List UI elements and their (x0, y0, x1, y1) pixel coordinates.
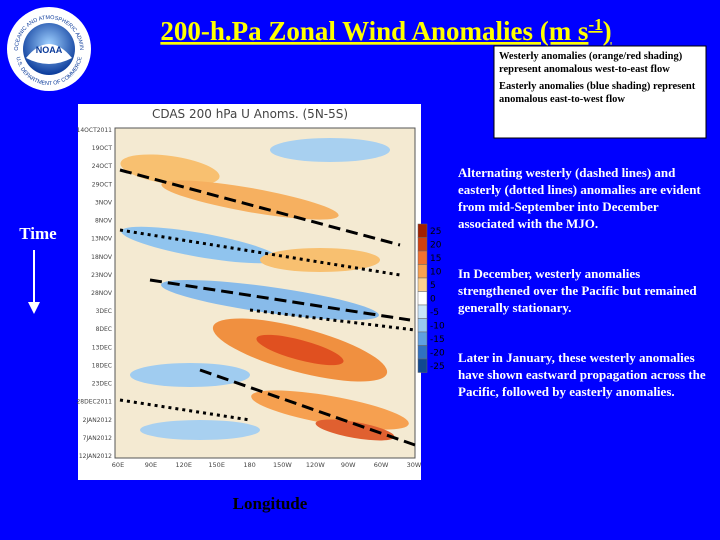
note-line: Alternating westerly (dashed lines) and (458, 165, 676, 180)
colorbar-label: -10 (430, 322, 445, 332)
colorbar-swatch (417, 345, 428, 360)
colorbar-swatch (417, 264, 428, 279)
date-label: 8DEC (96, 326, 112, 333)
time-arrow-head (28, 302, 40, 314)
date-label: 7JAN2012 (83, 435, 113, 442)
date-label: 14OCT2011 (77, 127, 113, 134)
colorbar-label: -5 (430, 308, 439, 318)
date-label: 28NOV (91, 290, 113, 297)
legend-text-line: anomalous east-to-west flow (499, 94, 625, 105)
colorbar-swatch (417, 318, 428, 333)
colorbar-label: 5 (430, 281, 436, 291)
legend-text: Westerly anomalies (orange/red shading) r… (499, 51, 683, 75)
longitude-label: 120E (176, 461, 193, 469)
note-line: easterly (dotted lines) anomalies are ev… (458, 182, 701, 197)
note-line: from mid-September into December (458, 199, 659, 214)
note: In December, westerly anomalies strengthe… (458, 266, 697, 315)
logo-name: NOAA (36, 45, 63, 55)
date-label: 3NOV (95, 199, 113, 206)
mjo-lines (119, 168, 416, 447)
longitude-label: 90E (145, 461, 157, 469)
x-axis-label: Longitude (233, 494, 308, 513)
legend-text-line: Easterly anomalies (blue shading) repres… (499, 81, 696, 92)
colorbar-swatch (417, 223, 428, 238)
date-label: 13DEC (92, 344, 112, 351)
note-line: associated with the MJO. (458, 216, 598, 231)
note-line: generally stationary. (458, 300, 571, 315)
date-label: 3DEC (96, 308, 112, 315)
noaa-logo: NOAA NATIONAL OCEANIC AND ATMOSPHERIC AD… (0, 0, 91, 91)
colorbar-swatch (417, 358, 428, 373)
date-label: 29OCT (92, 181, 113, 188)
anomaly-field (115, 128, 415, 458)
colorbar-label: -25 (430, 362, 445, 372)
note-line: Pacific, followed by easterly anomalies. (458, 384, 675, 399)
date-label: 18NOV (91, 254, 113, 261)
note-line: strengthened over the Pacific but remain… (458, 283, 697, 298)
colorbar-swatch (417, 250, 428, 265)
date-label: 8NOV (95, 218, 113, 225)
hovmoller-plot: CDAS 200 hPa U Anoms. (5N-5S) 25 20 15 10 (76, 104, 445, 480)
date-label: 19OCT (92, 145, 113, 152)
date-label: 13NOV (91, 236, 113, 243)
date-label: 12JAN2012 (79, 453, 112, 460)
colorbar-label: 25 (430, 227, 441, 237)
date-label: 2JAN2012 (83, 417, 113, 424)
note-line: In December, westerly anomalies (458, 266, 640, 281)
title: 200-h.Pa Zonal Wind Anomalies (m s-1) (160, 15, 611, 46)
legend-text-line: represent anomalous west-to-east flow (499, 64, 670, 75)
plot-frame (114, 127, 416, 459)
date-label: 23DEC (92, 381, 112, 388)
colorbar-label: 0 (430, 295, 436, 305)
y-axis-label: Time (19, 224, 57, 243)
colorbar-swatch (417, 331, 428, 346)
longitude-label: 60E (112, 461, 124, 469)
longitude-label: 120W (306, 461, 325, 469)
legend-text: Easterly anomalies (blue shading) repres… (499, 81, 696, 105)
note-line: have shown eastward propagation across t… (458, 367, 706, 382)
colorbar-label: 15 (430, 254, 441, 264)
longitude-label: 150E (208, 461, 225, 469)
colorbar-swatch (417, 237, 428, 252)
longitude-label: 60W (374, 461, 389, 469)
longitude-label: 90W (341, 461, 356, 469)
colorbar-swatch (417, 291, 428, 306)
plot-title: CDAS 200 hPa U Anoms. (5N-5S) (152, 107, 348, 121)
longitude-label: 180 (243, 461, 255, 469)
longitude-label: 30W (407, 461, 422, 469)
colorbar-label: 10 (430, 268, 442, 278)
colorbar-swatch (417, 277, 428, 292)
longitude-label: 150W (273, 461, 292, 469)
colorbar-label: -15 (430, 335, 445, 345)
colorbar-swatch (417, 304, 428, 319)
date-label: 24OCT (92, 163, 113, 170)
date-label: 28DEC2011 (76, 399, 112, 406)
colorbar-label: 20 (430, 241, 442, 251)
colorbar-label: -20 (430, 349, 445, 359)
date-label: 23NOV (91, 272, 113, 279)
note: Later in January, these westerly anomali… (458, 350, 706, 399)
legend-box (493, 45, 707, 139)
note: Alternating westerly (dashed lines) and e… (458, 165, 701, 231)
date-label: 18DEC (92, 362, 112, 369)
legend-text-line: Westerly anomalies (orange/red shading) (499, 51, 683, 62)
note-line: Later in January, these westerly anomali… (458, 350, 695, 365)
